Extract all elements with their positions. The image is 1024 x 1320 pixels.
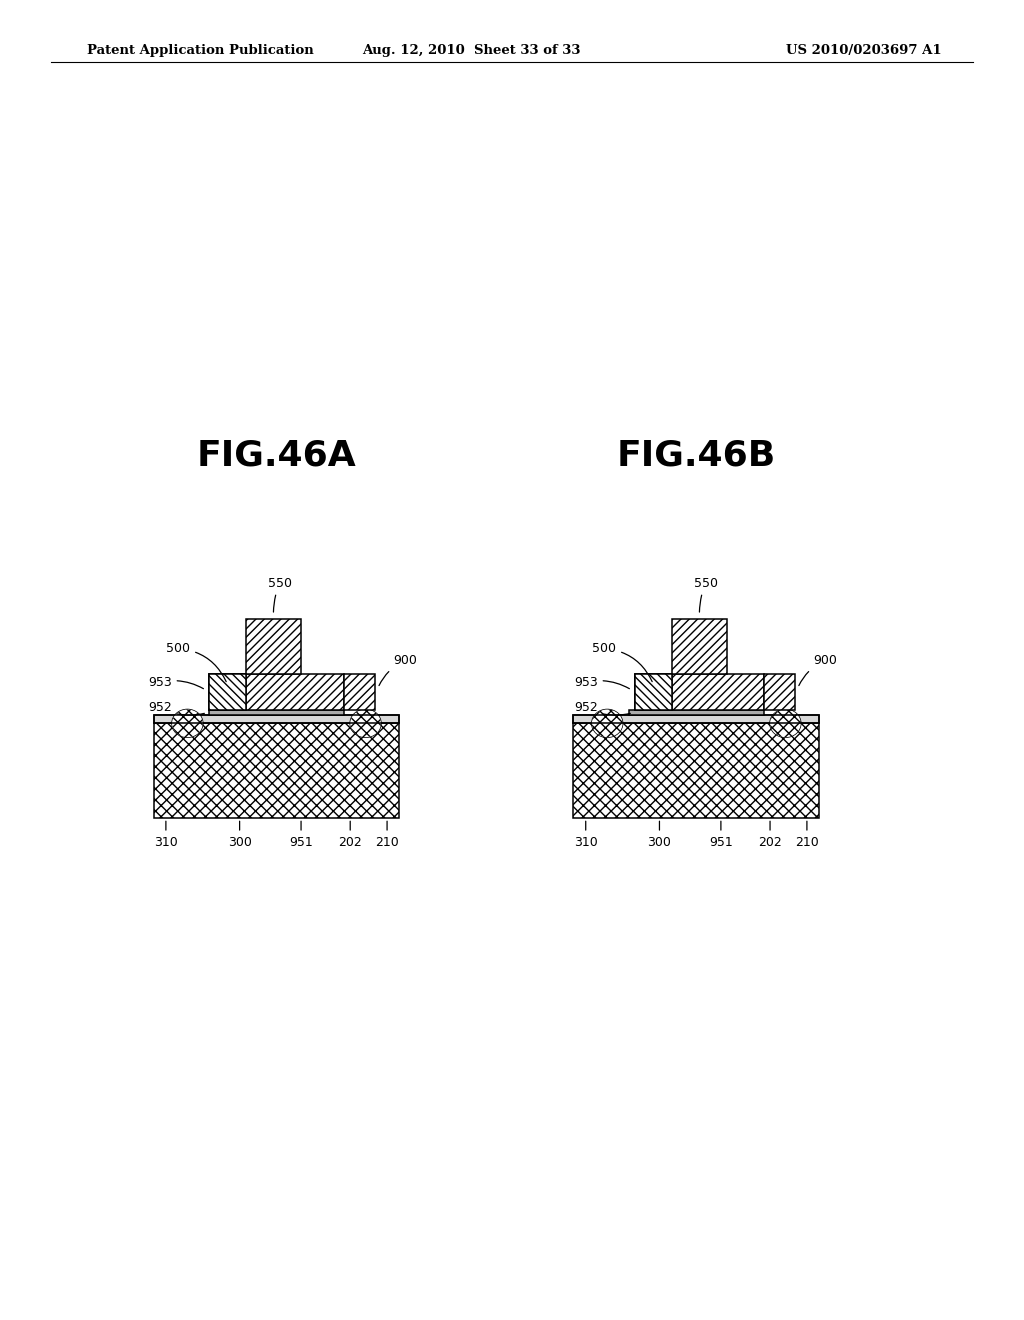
Text: 500: 500 bbox=[592, 642, 652, 681]
Text: 951: 951 bbox=[289, 821, 313, 849]
Text: 550: 550 bbox=[693, 577, 718, 612]
Text: 550: 550 bbox=[267, 577, 292, 612]
Bar bbox=[154, 723, 399, 818]
Bar bbox=[635, 675, 672, 710]
Text: US 2010/0203697 A1: US 2010/0203697 A1 bbox=[786, 44, 942, 57]
Text: 310: 310 bbox=[154, 821, 178, 849]
Text: 952: 952 bbox=[147, 701, 205, 715]
Ellipse shape bbox=[350, 710, 381, 737]
Text: 210: 210 bbox=[795, 821, 819, 849]
Text: 202: 202 bbox=[338, 821, 362, 849]
Bar bbox=[573, 715, 819, 723]
Text: 300: 300 bbox=[227, 821, 252, 849]
Bar bbox=[246, 619, 301, 675]
Bar bbox=[672, 619, 727, 675]
Ellipse shape bbox=[172, 710, 203, 737]
Ellipse shape bbox=[770, 710, 801, 737]
Text: 300: 300 bbox=[647, 821, 672, 849]
Text: 310: 310 bbox=[573, 821, 598, 849]
Ellipse shape bbox=[592, 710, 623, 737]
Text: FIG.46B: FIG.46B bbox=[616, 438, 776, 473]
Text: 210: 210 bbox=[375, 821, 399, 849]
Text: 951: 951 bbox=[709, 821, 733, 849]
Bar bbox=[209, 710, 344, 715]
Ellipse shape bbox=[350, 710, 381, 737]
Ellipse shape bbox=[592, 710, 623, 737]
Text: 500: 500 bbox=[166, 642, 226, 681]
Text: Patent Application Publication: Patent Application Publication bbox=[87, 44, 313, 57]
Text: FIG.46A: FIG.46A bbox=[197, 438, 356, 473]
Bar bbox=[344, 675, 375, 710]
Text: 953: 953 bbox=[147, 676, 204, 689]
Bar bbox=[573, 715, 819, 723]
Ellipse shape bbox=[770, 710, 801, 737]
Bar bbox=[635, 675, 672, 710]
Bar bbox=[154, 715, 399, 723]
Text: 953: 953 bbox=[573, 676, 630, 689]
Bar bbox=[209, 675, 246, 710]
Bar bbox=[209, 675, 344, 710]
Text: Aug. 12, 2010  Sheet 33 of 33: Aug. 12, 2010 Sheet 33 of 33 bbox=[361, 44, 581, 57]
Text: 900: 900 bbox=[379, 653, 418, 685]
Text: 900: 900 bbox=[799, 653, 838, 685]
Text: 952: 952 bbox=[573, 701, 631, 715]
Ellipse shape bbox=[172, 710, 203, 737]
Bar bbox=[154, 715, 399, 723]
Bar bbox=[629, 710, 764, 715]
Bar bbox=[209, 675, 246, 710]
Bar bbox=[764, 675, 795, 710]
Bar bbox=[635, 675, 764, 710]
Text: 202: 202 bbox=[758, 821, 782, 849]
Bar bbox=[573, 723, 819, 818]
